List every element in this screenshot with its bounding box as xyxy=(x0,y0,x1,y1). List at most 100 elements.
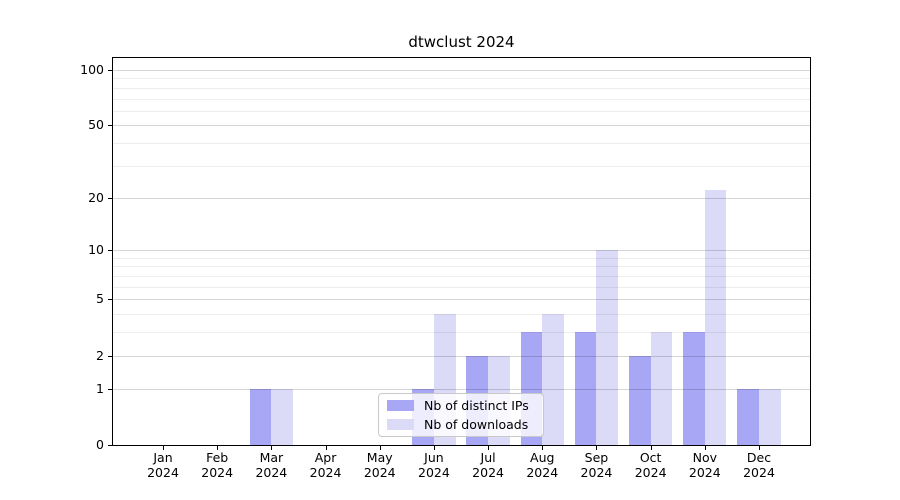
y-tick-label: 5 xyxy=(96,291,104,307)
chart-title: dtwclust 2024 xyxy=(408,33,515,51)
y-tick xyxy=(108,388,113,390)
y-tick-label: 20 xyxy=(88,189,104,205)
major-gridline xyxy=(113,388,810,390)
x-tick xyxy=(759,446,760,450)
x-tick-label: Sep 2024 xyxy=(565,450,627,480)
x-tick-month: Jun xyxy=(424,450,444,465)
distinct-ips-swatch-icon xyxy=(387,400,414,411)
y-tick-label: 2 xyxy=(96,347,104,363)
x-tick xyxy=(542,446,544,450)
y-tick-label: 10 xyxy=(88,242,104,258)
x-tick-month: Dec xyxy=(746,450,772,465)
bar-distinct-ips-sep xyxy=(574,332,597,445)
legend-row-distinct-ips: Nb of distinct IPs xyxy=(387,398,543,413)
x-tick-year: 2024 xyxy=(147,465,179,480)
major-gridline xyxy=(113,355,810,357)
minor-gridline xyxy=(113,143,810,145)
x-tick-year: 2024 xyxy=(580,465,613,480)
x-tick-year: 2024 xyxy=(743,465,775,480)
x-tick-year: 2024 xyxy=(201,465,234,480)
x-tick-month: Sep xyxy=(584,450,609,465)
minor-gridline xyxy=(113,165,810,167)
minor-gridline xyxy=(113,78,810,80)
minor-gridline xyxy=(113,98,810,100)
downloads-swatch-icon xyxy=(387,419,414,430)
x-tick-year: 2024 xyxy=(526,465,559,480)
bar-downloads-mar xyxy=(271,388,294,445)
bar-downloads-aug xyxy=(542,314,564,445)
x-tick-year: 2024 xyxy=(688,465,721,480)
y-tick-label: 100 xyxy=(80,61,104,77)
y-tick-label: 0 xyxy=(96,437,104,452)
minor-gridline xyxy=(113,87,810,89)
legend-label-downloads: Nb of downloads xyxy=(424,417,529,432)
x-tick xyxy=(596,446,598,450)
x-tick xyxy=(271,446,273,450)
x-tick-month: Nov xyxy=(692,450,718,465)
y-tick xyxy=(108,197,113,199)
bar-distinct-ips-nov xyxy=(683,332,705,445)
y-tick xyxy=(108,250,113,252)
minor-gridline xyxy=(113,266,810,268)
bar-distinct-ips-mar xyxy=(249,388,272,445)
x-tick xyxy=(379,446,381,450)
minor-gridline xyxy=(113,257,810,259)
x-tick-year: 2024 xyxy=(418,465,450,480)
minor-gridline xyxy=(113,110,810,112)
minor-gridline xyxy=(113,286,810,288)
x-tick-month: May xyxy=(366,450,393,465)
x-tick-year: 2024 xyxy=(309,465,342,480)
x-tick-month: Jul xyxy=(480,450,496,465)
x-tick xyxy=(704,446,706,450)
bar-downloads-dec xyxy=(759,388,781,445)
x-tick-label: Nov 2024 xyxy=(674,450,736,480)
y-tick-label: 50 xyxy=(88,117,104,133)
x-tick-label: Dec 2024 xyxy=(728,450,790,480)
y-tick xyxy=(108,299,113,301)
x-tick-month: Aug xyxy=(530,450,555,465)
y-tick xyxy=(108,69,113,71)
bar-downloads-oct xyxy=(650,332,673,445)
x-tick-label: Jan 2024 xyxy=(132,450,194,480)
bar-downloads-sep xyxy=(596,250,619,445)
plot-area xyxy=(112,57,811,446)
y-tick-label: 1 xyxy=(96,380,104,396)
x-tick-label: Oct 2024 xyxy=(620,450,682,480)
y-tick xyxy=(108,445,113,446)
x-tick-month: Apr xyxy=(314,450,337,465)
y-tick xyxy=(108,355,113,357)
minor-gridline xyxy=(113,332,810,334)
x-tick-label: Jun 2024 xyxy=(403,450,465,480)
x-tick xyxy=(325,446,327,450)
x-tick-month: Mar xyxy=(259,450,284,465)
x-tick-month: Feb xyxy=(206,450,229,465)
major-gridline xyxy=(113,250,810,252)
x-tick-label: Aug 2024 xyxy=(511,450,573,480)
x-tick-month: Jan xyxy=(153,450,173,465)
x-tick xyxy=(488,446,490,450)
x-tick xyxy=(217,446,219,450)
x-tick-label: May 2024 xyxy=(349,450,411,480)
legend-label-distinct-ips: Nb of distinct IPs xyxy=(424,398,529,413)
major-gridline xyxy=(113,197,810,199)
bar-distinct-ips-oct xyxy=(628,355,651,445)
y-tick xyxy=(108,125,113,127)
x-tick-year: 2024 xyxy=(472,465,504,480)
legend: Nb of distinct IPs Nb of downloads xyxy=(378,393,544,437)
legend-row-downloads: Nb of downloads xyxy=(387,417,543,432)
x-tick-label: Apr 2024 xyxy=(295,450,357,480)
bar-downloads-nov xyxy=(704,190,727,445)
major-gridline xyxy=(113,69,810,71)
x-tick xyxy=(163,446,164,450)
minor-gridline xyxy=(113,276,810,277)
major-gridline xyxy=(113,299,810,301)
minor-gridline xyxy=(113,314,810,316)
major-gridline xyxy=(113,125,810,127)
bar-distinct-ips-dec xyxy=(737,388,759,445)
x-tick-label: Jul 2024 xyxy=(457,450,519,480)
x-tick-label: Feb 2024 xyxy=(186,450,248,480)
x-tick-year: 2024 xyxy=(363,465,396,480)
x-tick-month: Oct xyxy=(639,450,662,465)
x-tick xyxy=(433,446,435,450)
